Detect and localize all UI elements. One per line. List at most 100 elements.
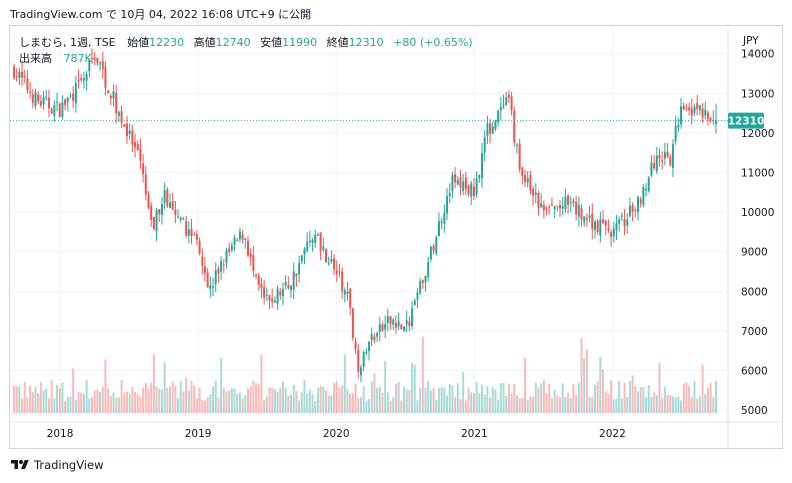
volume-bar <box>64 400 67 414</box>
candle-body <box>314 234 317 243</box>
volume-bar <box>37 393 40 414</box>
candle-body <box>553 206 556 210</box>
candle-body <box>252 255 255 272</box>
legend-open-value: 12230 <box>149 36 184 49</box>
candle-body <box>163 190 166 203</box>
candlesticks <box>13 48 717 383</box>
candle-body <box>478 174 481 179</box>
volume-bar <box>486 386 489 414</box>
volume-bar <box>658 362 661 414</box>
x-tick-label: 2019 <box>185 428 212 440</box>
candle-body <box>599 219 602 236</box>
candle-body <box>104 67 107 88</box>
volume-bar <box>440 387 443 414</box>
volume-bar <box>698 395 701 414</box>
candle-body <box>534 192 537 195</box>
volume-bar <box>443 387 446 414</box>
candle-body <box>195 234 198 240</box>
x-tick-label: 2022 <box>599 428 626 440</box>
candle-body <box>265 294 268 296</box>
volume-bar <box>642 387 645 414</box>
volume-bar <box>368 399 371 414</box>
volume-bar <box>34 387 37 414</box>
candle-body <box>628 205 631 216</box>
candle-body <box>13 66 15 78</box>
candle-body <box>451 175 454 192</box>
candle-body <box>80 78 83 80</box>
volume-bar <box>101 386 104 414</box>
chart-frame <box>9 25 783 449</box>
volume-bar <box>292 384 295 414</box>
candle-body <box>704 109 707 116</box>
volume-bar <box>400 400 403 414</box>
candle-body <box>368 341 371 351</box>
candle-body <box>572 200 575 204</box>
y-tick-label: 14000 <box>741 49 774 61</box>
candle-body <box>583 216 586 223</box>
candle-body <box>666 151 669 157</box>
volume-bar <box>405 389 408 414</box>
candle-body <box>284 281 287 286</box>
volume-bar <box>220 358 223 414</box>
volume-bar <box>421 336 424 414</box>
volume-bar <box>650 396 653 414</box>
volume-bar <box>50 380 53 414</box>
candle-body <box>341 271 344 292</box>
price-chart[interactable]: 5000 6000 7000 8000 9000 10000 11000 12000 13000… <box>10 26 782 448</box>
volume-bar <box>31 392 34 414</box>
volume-bar <box>104 359 107 414</box>
candle-body <box>203 266 206 274</box>
candle-body <box>152 216 155 230</box>
candle-body <box>464 177 467 189</box>
candle-body <box>518 143 521 170</box>
volume-bar <box>298 400 301 414</box>
candle-body <box>569 202 572 204</box>
volume-bar <box>131 387 134 414</box>
time-axis: 2018 2019 2020 2021 2022 <box>47 428 626 440</box>
footer-branding[interactable]: TradingView <box>9 456 103 474</box>
volume-bar <box>214 380 217 414</box>
candle-body <box>346 291 349 294</box>
candle-body <box>647 177 650 192</box>
candle-body <box>18 71 21 78</box>
volume-bar <box>276 392 279 414</box>
y-tick-label: 10000 <box>741 207 774 219</box>
volume-bar <box>125 391 128 414</box>
candle-body <box>580 207 583 220</box>
volume-bar <box>206 397 209 414</box>
volume-bar <box>637 391 639 414</box>
candle-body <box>241 234 244 240</box>
candle-body <box>257 275 260 285</box>
y-tick-label: 13000 <box>741 88 774 100</box>
candle-body <box>206 272 209 288</box>
volume-bar <box>521 397 524 414</box>
volume-bar <box>265 396 268 414</box>
candle-body <box>421 280 424 284</box>
volume-bars <box>13 336 717 414</box>
volume-bar <box>201 400 204 414</box>
candle-body <box>462 181 465 192</box>
volume-bar <box>230 388 233 414</box>
legend-close-value: 12310 <box>349 36 384 49</box>
legend-low-value: 11990 <box>282 36 317 49</box>
candle-body <box>212 286 215 288</box>
volume-bar <box>704 394 707 414</box>
candle-body <box>134 142 137 148</box>
candle-body <box>298 263 301 275</box>
candle-body <box>698 105 701 110</box>
candle-body <box>532 188 535 196</box>
volume-bar <box>626 396 629 414</box>
volume-bar <box>123 392 126 414</box>
volume-bar <box>532 396 535 414</box>
candle-body <box>201 256 204 266</box>
svg-text:12310: 12310 <box>728 116 765 128</box>
volume-bar <box>653 392 656 414</box>
candle-body <box>174 209 177 215</box>
volume-bar <box>489 397 492 414</box>
candle-body <box>322 246 325 250</box>
volume-bar <box>136 393 139 414</box>
candle-body <box>610 232 613 237</box>
volume-bar <box>139 396 142 414</box>
volume-bar <box>545 393 548 414</box>
candle-body <box>715 120 717 124</box>
